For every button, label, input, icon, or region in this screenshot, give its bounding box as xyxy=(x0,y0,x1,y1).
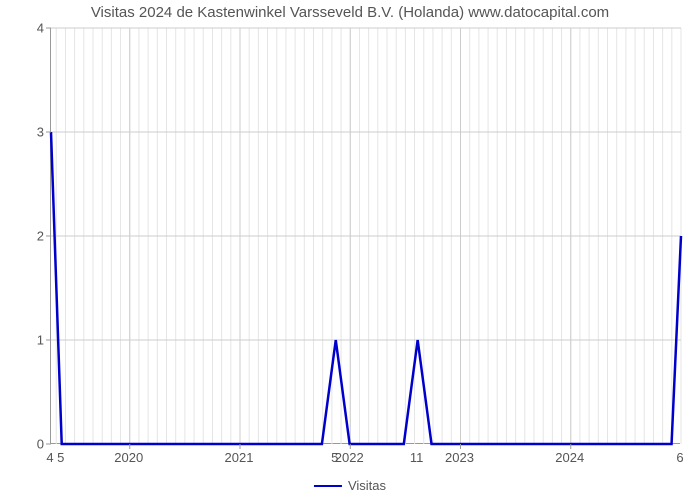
chart-container: Visitas 2024 de Kastenwinkel Varsseveld … xyxy=(0,0,700,500)
x-tick-label: 2024 xyxy=(555,450,584,465)
plot-area xyxy=(50,28,680,444)
data-point-label: 11 xyxy=(410,450,424,465)
x-tick-label: 2022 xyxy=(335,450,364,465)
y-tick-label: 1 xyxy=(37,333,44,348)
y-tick-label: 4 xyxy=(37,21,44,36)
chart-title: Visitas 2024 de Kastenwinkel Varsseveld … xyxy=(91,4,609,21)
legend-swatch xyxy=(314,485,342,487)
x-tick-label: 2020 xyxy=(114,450,143,465)
data-point-label: 5 xyxy=(331,450,338,465)
y-tick-label: 0 xyxy=(37,437,44,452)
y-tick-label: 3 xyxy=(37,125,44,140)
x-tick-label: 2023 xyxy=(445,450,474,465)
x-tick-label: 2021 xyxy=(225,450,254,465)
data-point-label: 6 xyxy=(676,450,683,465)
legend: Visitas xyxy=(314,478,386,493)
legend-label: Visitas xyxy=(348,478,386,493)
plot-svg xyxy=(51,28,681,444)
data-point-label: 5 xyxy=(57,450,64,465)
y-tick-label: 2 xyxy=(37,229,44,244)
data-point-label: 4 xyxy=(46,450,53,465)
